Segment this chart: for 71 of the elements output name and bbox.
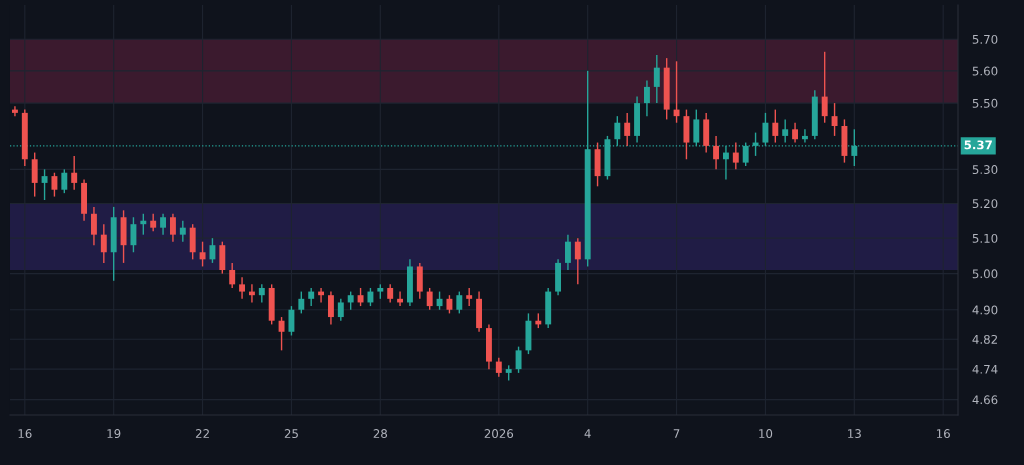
candlestick (337, 298, 344, 322)
y-tick-label: 5.00 (972, 269, 998, 279)
candlestick (713, 135, 720, 171)
candlestick (643, 79, 650, 117)
candlestick (41, 168, 48, 201)
candlestick (466, 287, 473, 307)
candlestick (446, 294, 453, 315)
x-tick-label: 4 (584, 429, 591, 438)
y-tick-label: 4.82 (972, 334, 997, 344)
candlestick (782, 118, 789, 144)
candlestick (209, 237, 216, 264)
x-tick-label: 7 (673, 429, 680, 438)
ref-line-label: 5.37 (964, 140, 992, 150)
x-tick-label: 16 (936, 429, 950, 439)
candlestick (801, 128, 808, 144)
x-tick-label: 22 (195, 429, 209, 438)
x-tick-label: 19 (107, 429, 121, 439)
candlestick (821, 51, 828, 124)
x-tick-label: 25 (284, 429, 298, 439)
y-tick-label: 5.10 (972, 233, 998, 243)
candlestick (792, 122, 799, 144)
candlestick (199, 240, 206, 268)
candlestick (100, 223, 107, 264)
candlestick (278, 316, 285, 352)
candlestick (436, 290, 443, 311)
candlestick (169, 213, 176, 243)
candlestick (327, 290, 334, 326)
candlestick (456, 290, 463, 315)
candlestick (624, 112, 631, 147)
candlestick (229, 262, 236, 289)
candlestick (673, 60, 680, 124)
y-tick-label: 5.30 (972, 165, 998, 175)
y-tick-label: 4.66 (972, 395, 998, 405)
candlestick (308, 287, 315, 307)
candlestick (61, 168, 68, 194)
y-tick-label: 5.50 (972, 98, 998, 108)
candlestick (367, 287, 374, 307)
y-tick-label: 4.90 (972, 305, 998, 315)
candlestick (831, 102, 838, 137)
candlestick (772, 108, 779, 144)
candlestick (653, 54, 660, 104)
candlestick (11, 105, 18, 117)
y-tick-label: 5.70 (972, 34, 998, 44)
y-tick-label: 4.74 (972, 365, 998, 374)
candlestick (357, 287, 364, 307)
x-tick-label: 10 (759, 429, 773, 439)
x-tick-label: 28 (373, 429, 388, 439)
candlestick (179, 220, 186, 243)
candlestick (160, 213, 167, 236)
y-tick-label: 5.60 (972, 66, 998, 76)
candlestick (387, 283, 394, 304)
candlestick (426, 287, 433, 311)
candlestick (239, 276, 246, 300)
candlestick (298, 290, 305, 315)
candlestick (51, 172, 58, 198)
candlestick (495, 357, 502, 378)
y-tick-label: 5.20 (972, 199, 998, 209)
candlestick (71, 155, 78, 191)
x-tick-label: 16 (18, 429, 32, 439)
candlestick (515, 345, 522, 374)
candlestick (574, 237, 581, 286)
candlestick (732, 141, 739, 171)
x-tick-label: 2026 (484, 429, 514, 439)
candlestick (258, 283, 265, 304)
candlestick (288, 305, 295, 337)
candlestick (31, 151, 38, 198)
candlestick (130, 216, 137, 253)
candlestick (564, 233, 571, 271)
candlestick (90, 206, 97, 246)
x-tick-label: 13 (848, 429, 861, 439)
candlestick (347, 290, 354, 311)
